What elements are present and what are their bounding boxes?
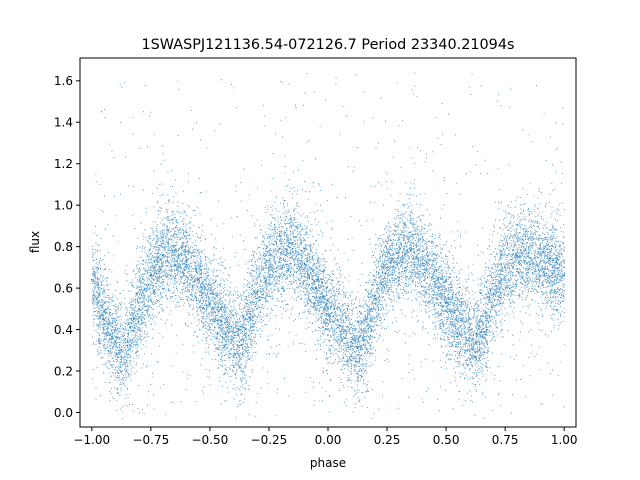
data-point bbox=[120, 349, 123, 352]
chart-title: 1SWASPJ121136.54-072126.7 Period 23340.2… bbox=[142, 37, 515, 53]
data-point bbox=[232, 337, 235, 339]
y-axis-label: flux bbox=[28, 231, 42, 253]
data-point bbox=[350, 341, 353, 343]
y-tick-label: 0.2 bbox=[54, 364, 73, 378]
x-tick-label: −1.00 bbox=[73, 433, 110, 447]
data-point bbox=[480, 330, 483, 333]
data-point bbox=[421, 262, 424, 265]
data-point bbox=[409, 249, 412, 252]
x-tick-label: 0.50 bbox=[433, 433, 460, 447]
data-point bbox=[238, 341, 241, 343]
y-tick-label: 1.6 bbox=[54, 74, 73, 88]
data-point bbox=[102, 318, 105, 321]
data-point bbox=[398, 252, 400, 254]
data-point bbox=[374, 297, 377, 300]
data-point bbox=[386, 266, 388, 269]
x-tick-label: −0.25 bbox=[251, 433, 288, 447]
data-point bbox=[492, 293, 495, 296]
data-point bbox=[315, 287, 317, 289]
data-point bbox=[185, 260, 188, 262]
data-point bbox=[220, 320, 223, 323]
data-point bbox=[291, 247, 294, 250]
data-point bbox=[161, 254, 164, 256]
data-point bbox=[150, 274, 152, 277]
y-axis-ticks: 0.0 0.2 0.4 0.6 0.8 1.0 1.2 1.4 1.6 bbox=[54, 74, 80, 420]
data-point bbox=[356, 347, 359, 350]
data-point bbox=[327, 308, 329, 310]
data-point bbox=[504, 266, 506, 269]
y-tick-label: 0.6 bbox=[54, 281, 73, 295]
data-point bbox=[433, 281, 436, 283]
data-point bbox=[362, 339, 365, 341]
data-point bbox=[256, 291, 258, 294]
data-point bbox=[244, 328, 247, 331]
data-point bbox=[91, 279, 93, 281]
x-axis-ticks: −1.00 −0.75 −0.50 −0.25 0.00 0.25 0.50 0.75 1.00 bbox=[73, 427, 578, 447]
y-tick-label: 0.8 bbox=[54, 240, 73, 254]
y-tick-label: 0.0 bbox=[54, 406, 73, 420]
data-point bbox=[279, 252, 282, 254]
data-point bbox=[209, 303, 211, 306]
data-point bbox=[268, 266, 270, 269]
data-point bbox=[339, 324, 341, 327]
data-point bbox=[173, 249, 176, 252]
data-point bbox=[126, 341, 129, 343]
data-point bbox=[539, 260, 542, 262]
x-tick-label: 0.75 bbox=[492, 433, 519, 447]
scatter-points bbox=[91, 72, 566, 420]
data-point bbox=[551, 266, 554, 269]
y-tick-label: 1.4 bbox=[54, 116, 73, 130]
x-axis-label: phase bbox=[310, 456, 346, 470]
y-tick-label: 0.4 bbox=[54, 323, 73, 337]
data-point bbox=[474, 341, 477, 343]
x-tick-label: 0.25 bbox=[374, 433, 401, 447]
x-tick-label: −0.75 bbox=[132, 433, 169, 447]
data-points bbox=[91, 72, 566, 420]
data-point bbox=[468, 337, 471, 339]
y-tick-label: 1.0 bbox=[54, 198, 73, 212]
data-point bbox=[563, 274, 565, 277]
y-tick-label: 1.2 bbox=[54, 157, 73, 171]
data-point bbox=[114, 341, 117, 343]
data-point bbox=[303, 262, 306, 265]
data-point bbox=[516, 254, 518, 256]
data-point bbox=[457, 320, 459, 323]
x-tick-label: 0.00 bbox=[315, 433, 342, 447]
data-point bbox=[197, 279, 199, 281]
x-tick-label: −0.50 bbox=[192, 433, 229, 447]
data-point bbox=[138, 308, 140, 310]
x-tick-label: 1.00 bbox=[551, 433, 578, 447]
data-point bbox=[445, 301, 447, 304]
data-point bbox=[527, 252, 530, 254]
